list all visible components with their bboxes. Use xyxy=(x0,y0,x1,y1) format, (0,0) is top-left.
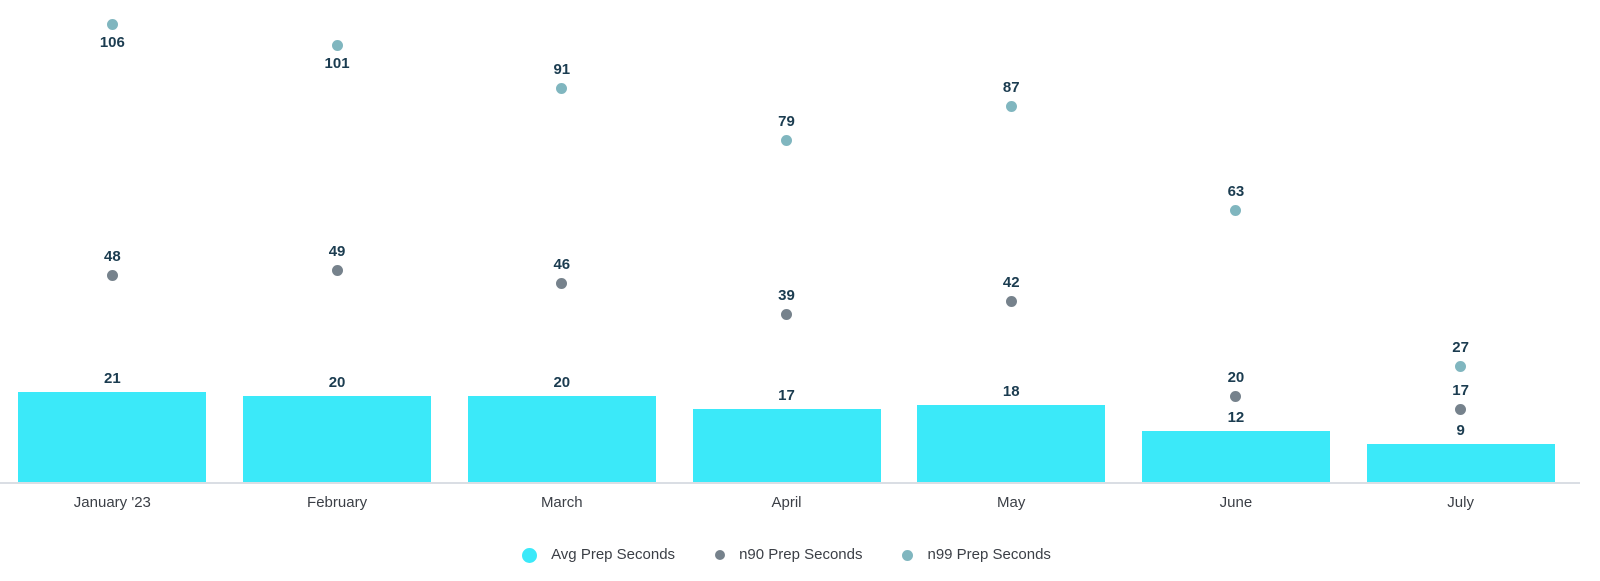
n90-point-january-23[interactable] xyxy=(106,269,118,281)
legend-item-avg-prep-seconds: Avg Prep Seconds xyxy=(522,546,675,564)
avg-value-label-january-23: 21 xyxy=(104,370,121,388)
x-axis-line xyxy=(0,482,1580,484)
x-axis-label-april: April xyxy=(771,494,802,511)
n99-point-may[interactable] xyxy=(1005,100,1017,112)
avg-value-label-march: 20 xyxy=(553,374,571,392)
n90-value-label-june: 20 xyxy=(1227,368,1245,386)
avg-bar-may[interactable] xyxy=(917,405,1106,483)
n99-value-label-june: 63 xyxy=(1227,182,1245,200)
x-axis-label-june: June xyxy=(1219,494,1253,511)
n90-point-april[interactable] xyxy=(781,308,792,320)
n99-prep-seconds-legend-circle-icon xyxy=(902,549,914,561)
x-axis-label-march: March xyxy=(540,494,583,511)
avg-value-label-may: 18 xyxy=(1002,383,1020,401)
n90-prep-seconds-legend-circle-icon xyxy=(715,550,726,560)
avg-value-label-june: 12 xyxy=(1227,409,1245,427)
n99-value-label-july: 27 xyxy=(1452,338,1469,356)
n90-value-label-may: 42 xyxy=(1002,273,1020,291)
n90-value-label-january-23: 48 xyxy=(104,247,121,265)
n99-value-label-april: 79 xyxy=(778,113,795,131)
n99-value-label-march: 91 xyxy=(553,61,571,79)
avg-prep-seconds-legend-circle-icon xyxy=(522,547,538,563)
n90-value-label-july: 17 xyxy=(1452,381,1469,399)
avg-bar-april[interactable] xyxy=(692,409,881,483)
avg-value-label-july: 9 xyxy=(1456,422,1465,440)
n90-value-label-february: 49 xyxy=(328,243,346,261)
avg-bar-july[interactable] xyxy=(1366,444,1555,483)
avg-bar-march[interactable] xyxy=(467,396,656,483)
n99-value-label-january-23: 106 xyxy=(99,33,125,51)
n90-point-march[interactable] xyxy=(556,278,568,290)
n99-value-label-february: 101 xyxy=(324,55,350,73)
legend-label: n90 Prep Seconds xyxy=(739,546,863,563)
n99-point-january-23[interactable] xyxy=(106,18,118,30)
avg-bar-february[interactable] xyxy=(243,396,432,483)
legend-label: n99 Prep Seconds xyxy=(927,546,1051,563)
legend-item-n99-prep-seconds: n99 Prep Seconds xyxy=(902,546,1051,564)
n99-point-april[interactable] xyxy=(781,135,792,147)
avg-bar-january-23[interactable] xyxy=(18,392,207,483)
legend-item-n90-prep-seconds: n90 Prep Seconds xyxy=(715,546,862,564)
avg-value-label-february: 20 xyxy=(328,374,346,392)
avg-bar-june[interactable] xyxy=(1141,431,1330,483)
n90-point-february[interactable] xyxy=(331,265,343,277)
avg-value-label-april: 17 xyxy=(778,387,795,405)
x-axis-label-february: February xyxy=(307,494,368,511)
x-axis-label-may: May xyxy=(997,494,1026,511)
n90-point-may[interactable] xyxy=(1005,295,1017,307)
legend-label: Avg Prep Seconds xyxy=(551,546,676,563)
n99-point-february[interactable] xyxy=(331,40,343,52)
n99-point-march[interactable] xyxy=(556,83,568,95)
x-axis-label-january-23: January '23 xyxy=(73,494,151,511)
n90-point-june[interactable] xyxy=(1230,390,1242,402)
chart-legend: Avg Prep Seconds n90 Prep Seconds n99 Prep… xyxy=(0,544,1573,566)
n99-value-label-may: 87 xyxy=(1002,78,1020,96)
n90-value-label-march: 46 xyxy=(553,256,571,274)
n90-point-july[interactable] xyxy=(1455,403,1467,415)
n99-point-july[interactable] xyxy=(1455,360,1467,372)
n99-point-june[interactable] xyxy=(1230,204,1242,216)
n90-value-label-april: 39 xyxy=(778,286,795,304)
x-axis-label-july: July xyxy=(1447,494,1474,511)
